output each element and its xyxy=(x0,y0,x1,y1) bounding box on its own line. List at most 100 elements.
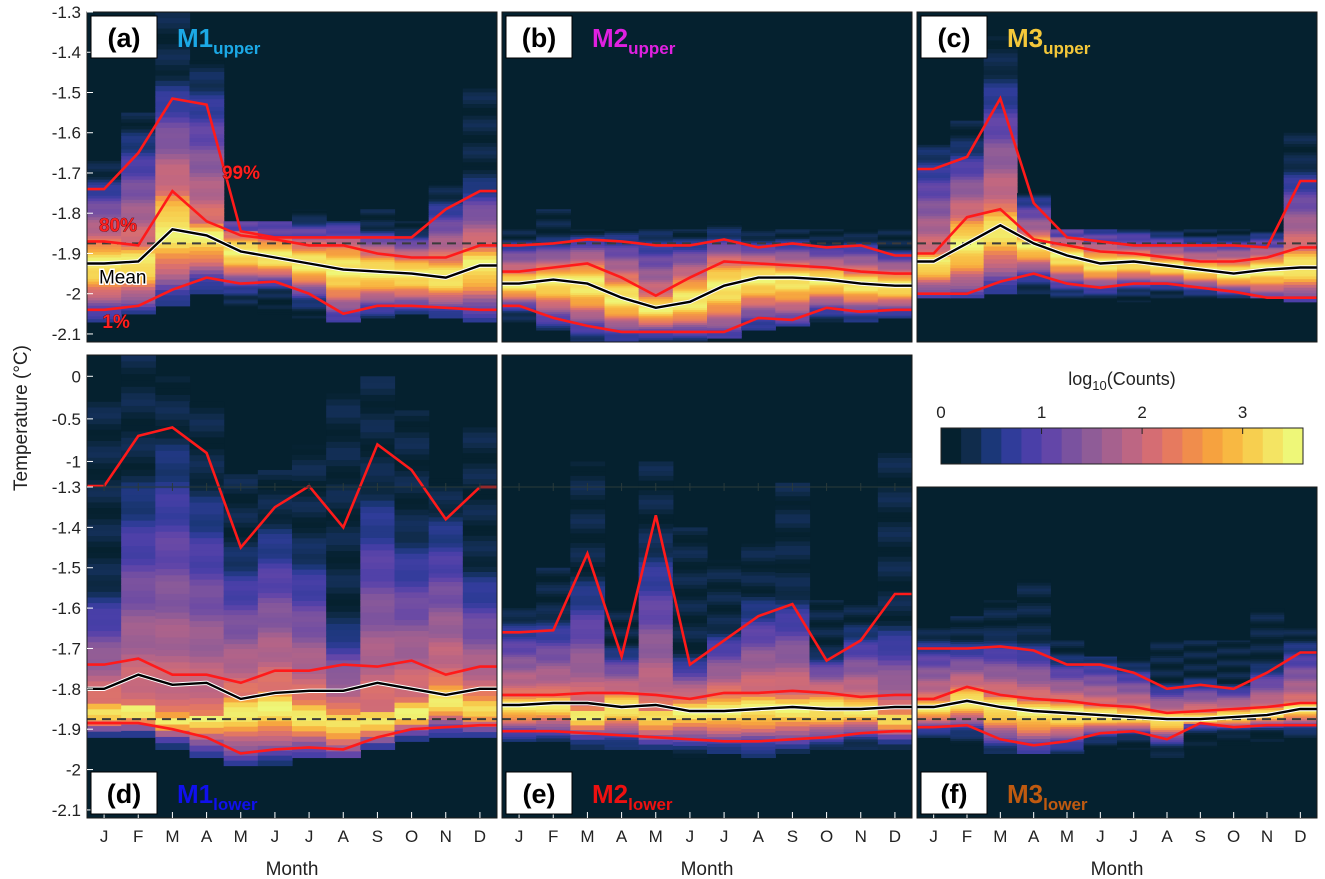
heatmap-cell xyxy=(1117,264,1151,267)
heatmap-cell xyxy=(917,637,951,640)
heatmap-cell xyxy=(843,278,879,281)
heatmap-cell xyxy=(223,561,259,568)
heatmap-cell xyxy=(326,466,361,473)
colorbar-swatch xyxy=(1282,428,1304,464)
heatmap-cell xyxy=(843,687,879,691)
heatmap-cell xyxy=(604,270,640,274)
heatmap-cell xyxy=(1183,262,1218,265)
heatmap-cell xyxy=(428,219,464,223)
heatmap-cell xyxy=(155,625,191,632)
heatmap-cell xyxy=(536,223,571,226)
colorbar-swatch xyxy=(1202,428,1224,464)
heatmap-cell xyxy=(87,230,122,234)
heatmap-cell xyxy=(155,237,191,244)
heatmap-cell xyxy=(189,573,225,581)
heatmap-cell xyxy=(223,270,259,273)
heatmap-cell xyxy=(877,295,912,298)
heatmap-cell xyxy=(223,239,259,242)
heatmap-cell xyxy=(1050,743,1085,747)
heatmap-cell xyxy=(223,571,259,577)
heatmap-cell xyxy=(292,258,327,261)
heatmap-cell xyxy=(1183,296,1218,299)
heatmap-cell xyxy=(502,306,537,309)
heatmap-cell xyxy=(121,380,156,388)
heatmap-cell xyxy=(394,581,430,588)
heatmap-cell xyxy=(292,522,327,529)
heatmap-cell xyxy=(536,715,571,719)
heatmap-cell xyxy=(502,659,537,662)
heatmap-cell xyxy=(877,306,912,309)
heatmap-cell xyxy=(1217,684,1251,687)
heatmap-cell xyxy=(189,247,225,252)
heatmap-cell xyxy=(1050,679,1085,683)
heatmap-cell xyxy=(983,109,1018,115)
line-p99 xyxy=(917,95,1317,249)
y-axis-label: Temperature (°C) xyxy=(11,345,32,491)
heatmap-cell xyxy=(189,161,225,166)
heatmap-cell xyxy=(502,628,537,631)
heatmap-cell xyxy=(672,646,708,651)
heatmap-cell xyxy=(87,233,122,237)
heatmap-cell xyxy=(1150,667,1185,671)
heatmap-cell xyxy=(428,226,464,230)
heatmap-cell xyxy=(809,629,845,633)
heatmap-cell xyxy=(570,308,606,311)
heatmap-cell xyxy=(775,266,811,269)
heatmap-cell xyxy=(570,663,606,669)
heatmap-cell xyxy=(775,316,811,319)
heatmap-cell xyxy=(707,242,742,246)
heatmap-cell xyxy=(707,225,742,228)
heatmap-cell xyxy=(326,293,361,296)
heatmap-cell xyxy=(292,663,327,670)
heatmap-cell xyxy=(877,291,912,294)
heatmap-cell xyxy=(707,698,742,703)
heatmap-cell xyxy=(536,721,571,725)
heatmap-cell xyxy=(1250,231,1285,234)
heatmap-cell xyxy=(1083,747,1118,750)
heatmap-cell xyxy=(707,258,742,261)
heatmap-cell xyxy=(462,205,497,210)
heatmap-cell xyxy=(843,286,879,289)
heatmap-cell xyxy=(1017,265,1051,268)
heatmap-cell xyxy=(428,224,464,228)
heatmap-cell xyxy=(121,718,156,726)
heatmap-cell xyxy=(428,504,464,510)
heatmap-cell xyxy=(1183,271,1218,274)
heatmap-cell xyxy=(877,288,912,291)
heatmap-cell xyxy=(570,634,606,640)
heatmap-cell xyxy=(1183,292,1218,294)
heatmap-cell xyxy=(604,716,640,720)
heatmap-cell xyxy=(462,479,497,485)
heatmap-cell xyxy=(1117,248,1151,251)
heatmap-cell xyxy=(462,174,497,179)
heatmap-cell xyxy=(502,318,537,321)
heatmap-cell xyxy=(877,660,912,666)
heatmap-cell xyxy=(428,297,464,301)
heatmap-cell xyxy=(223,522,259,529)
heatmap-cell xyxy=(570,538,606,544)
heatmap-cell xyxy=(536,712,571,716)
heatmap-cell xyxy=(189,114,225,120)
heatmap-cell xyxy=(707,701,742,706)
heatmap-cell xyxy=(1117,278,1151,281)
heatmap-cell xyxy=(1117,740,1151,743)
heatmap-cell xyxy=(917,183,951,187)
heatmap-cell xyxy=(292,250,327,254)
heatmap-cell xyxy=(462,644,497,651)
heatmap-cell xyxy=(536,217,571,220)
heatmap-cell xyxy=(983,203,1018,209)
heatmap-cell xyxy=(638,251,674,255)
heatmap-cell xyxy=(604,629,640,633)
heatmap-cell xyxy=(672,308,708,311)
heatmap-cell xyxy=(360,245,396,248)
heatmap-cell xyxy=(843,241,879,244)
heatmap-cell xyxy=(741,639,776,644)
heatmap-cell xyxy=(570,276,606,279)
heatmap-cell xyxy=(292,621,327,628)
heatmap-cell xyxy=(257,598,293,604)
heatmap-cell xyxy=(1083,284,1118,286)
heatmap-cell xyxy=(983,91,1018,97)
heatmap xyxy=(917,579,1317,759)
heatmap-cell xyxy=(462,468,497,475)
heatmap-cell xyxy=(809,609,845,614)
